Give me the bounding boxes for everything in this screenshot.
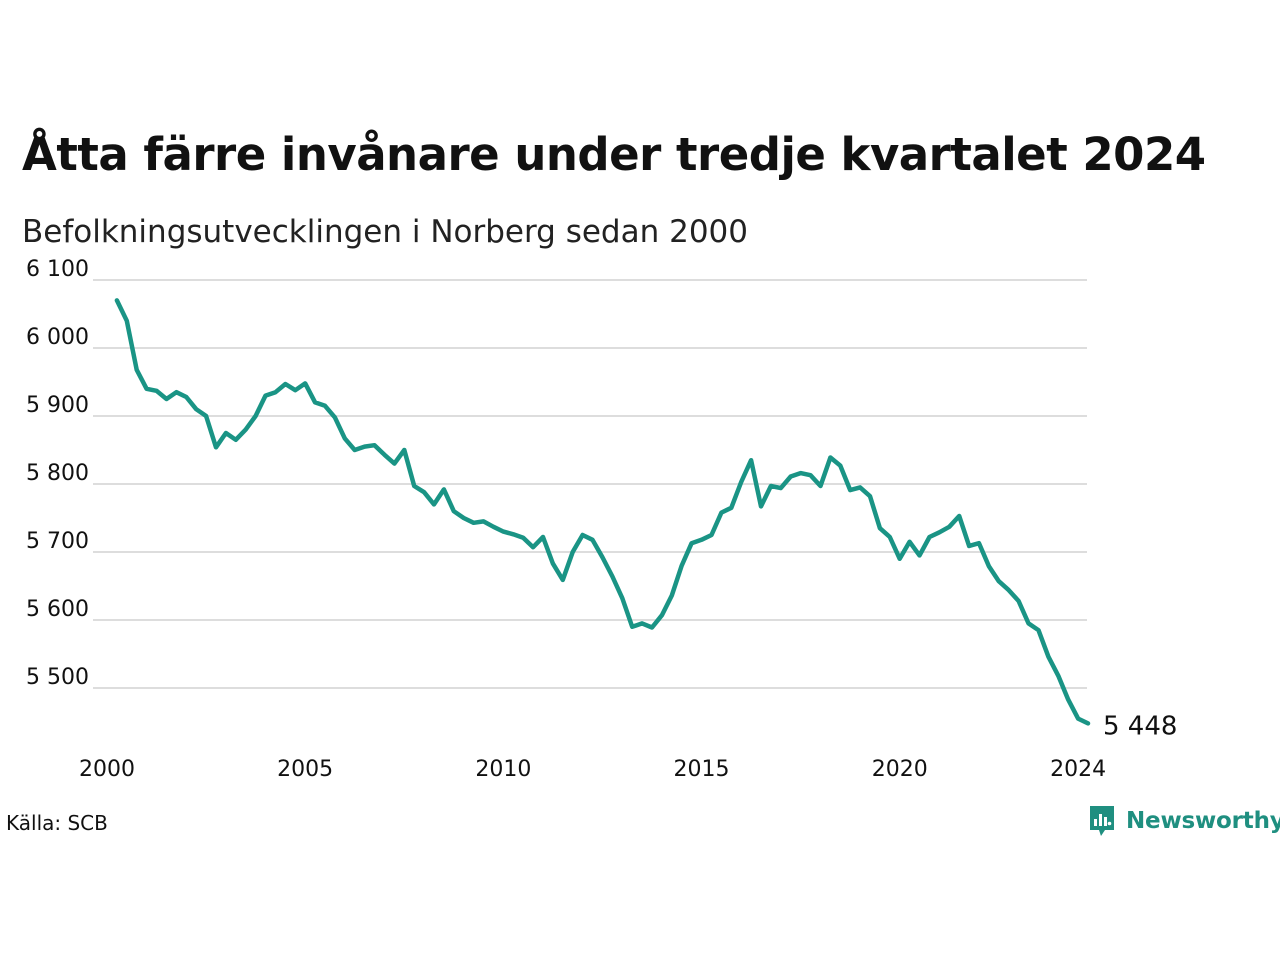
newsworthy-logo: Newsworthy — [1088, 804, 1280, 838]
y-tick-label: 5 800 — [26, 461, 89, 486]
series-layer — [114, 298, 1091, 726]
x-tick-label: 2024 — [1050, 757, 1106, 782]
y-tick-label: 5 900 — [26, 393, 89, 418]
y-tick-label: 5 700 — [26, 529, 89, 554]
y-tick-label: 6 000 — [26, 325, 89, 350]
source-note: Källa: SCB — [6, 811, 108, 835]
y-tick-label: 5 600 — [26, 597, 89, 622]
x-tick-label: 2000 — [79, 757, 135, 782]
x-tick-label: 2005 — [277, 757, 333, 782]
x-tick-label: 2010 — [475, 757, 531, 782]
x-axis-ticks: 2000 2005 2010 2015 2020 2024 — [79, 757, 1106, 782]
y-tick-label: 6 100 — [26, 257, 89, 282]
chart-subtitle: Befolkningsutvecklingen i Norberg sedan … — [22, 214, 749, 250]
population-series-line — [114, 298, 1091, 726]
grid-lines — [93, 279, 1087, 689]
x-tick-label: 2020 — [872, 757, 928, 782]
end-value-label: 5 448 — [1103, 711, 1177, 741]
y-tick-label: 5 500 — [26, 665, 89, 690]
newsworthy-logo-icon — [1090, 806, 1114, 836]
y-axis-ticks: 5 500 5 600 5 700 5 800 5 900 6 000 6 100 — [26, 257, 89, 690]
brand-name: Newsworthy — [1126, 808, 1280, 834]
chart-title: Åtta färre invånare under tredje kvartal… — [22, 128, 1206, 181]
x-tick-label: 2015 — [674, 757, 730, 782]
